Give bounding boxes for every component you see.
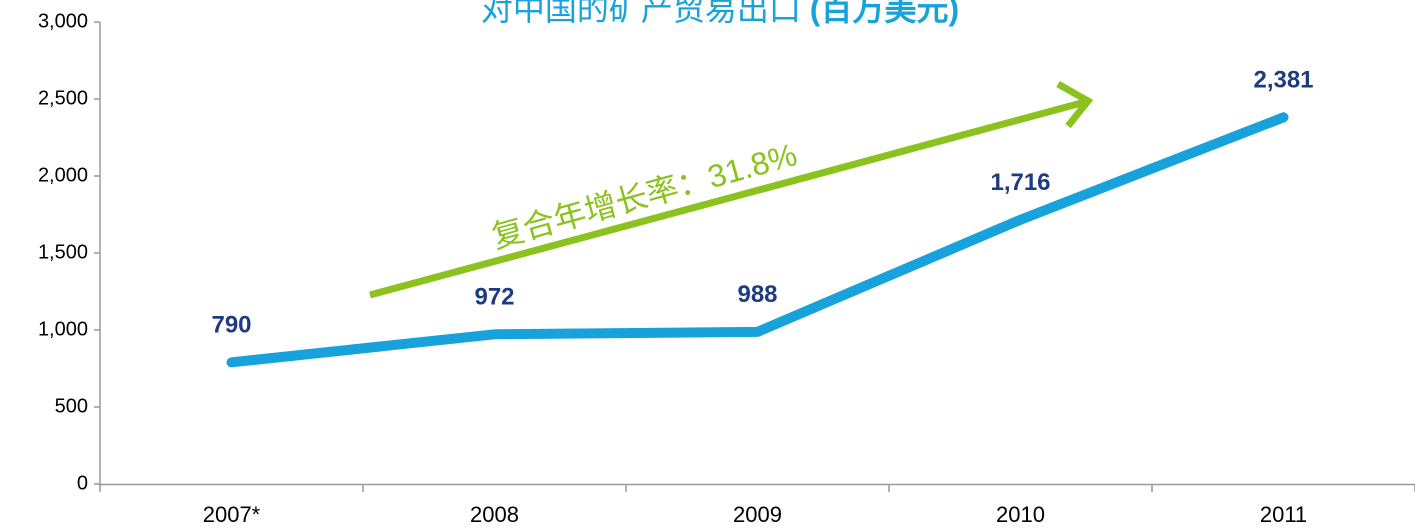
x-tick-label: 2008 bbox=[470, 502, 519, 527]
arrow-head bbox=[1056, 80, 1094, 129]
x-tick-label: 2011 bbox=[1260, 502, 1307, 527]
data-label: 790 bbox=[211, 312, 251, 339]
y-tick-label: 0 bbox=[77, 472, 88, 494]
annotation: 复合年增长率：31.8% bbox=[488, 136, 801, 255]
y-tick-label: 3,000 bbox=[38, 10, 88, 32]
x-tick-label: 2009 bbox=[733, 502, 782, 527]
y-tick-label: 2,000 bbox=[38, 164, 88, 186]
title-main: 对中国的矿产贸易出口 bbox=[481, 0, 801, 27]
growth-arrow bbox=[369, 80, 1094, 299]
x-tick-label: 2010 bbox=[996, 502, 1045, 527]
data-label: 988 bbox=[737, 281, 777, 308]
data-label: 1,716 bbox=[990, 169, 1050, 196]
title-unit: (百万美元) bbox=[810, 0, 959, 27]
data-line bbox=[226, 112, 1289, 368]
y-tick-label: 500 bbox=[55, 395, 88, 417]
arrow-shaft bbox=[369, 98, 1086, 299]
data-label: 972 bbox=[474, 284, 514, 311]
y-tick-label: 1,500 bbox=[38, 241, 88, 263]
y-tick-label: 2,500 bbox=[38, 87, 88, 109]
chart-title: 对中国的矿产贸易出口 (百万美元) bbox=[481, 0, 959, 27]
data-label: 2,381 bbox=[1253, 67, 1313, 94]
y-tick-label: 1,000 bbox=[38, 318, 88, 340]
x-tick-label: 2007* bbox=[203, 502, 261, 527]
